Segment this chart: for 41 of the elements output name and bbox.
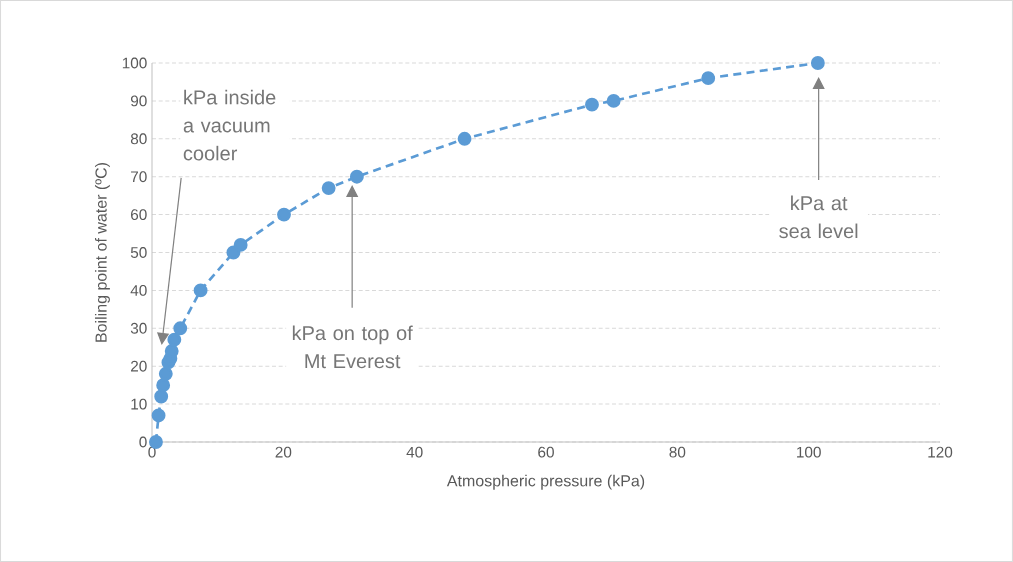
point [151,408,166,423]
point [233,237,248,252]
x-tick-label: 40 [406,446,423,458]
x-tick-label: 60 [538,446,554,458]
y-tick-label: 50 [130,247,147,258]
point [158,366,173,381]
point [164,344,179,358]
x-tick-label: 100 [797,446,821,458]
y-tick-label: 40 [130,284,147,296]
annotation: kPa inside a vacuum cooler [183,89,276,161]
point [167,332,182,347]
point [154,389,169,404]
x-tick-label: 80 [669,446,686,458]
point [321,181,336,196]
y-tick-label: 60 [131,209,147,221]
point [193,283,208,298]
y-tick-label: 20 [131,360,147,372]
point [149,435,163,449]
y-tick-label: 0 [139,436,147,448]
x-tick-label: 20 [275,446,292,458]
point [277,207,291,222]
point [457,131,472,146]
y-tick-label: 80 [130,133,147,145]
y-tick-label: 30 [130,322,147,334]
y-axis-title: Boiling point of water (ºC) [94,163,110,342]
annotation: kPa at sea level [779,195,858,239]
point [810,56,825,70]
y-tick-label: 90 [130,95,147,107]
point [606,93,621,108]
point [585,97,599,112]
point [156,378,171,393]
y-tick-label: 70 [131,171,147,183]
y-tick-label: 10 [131,398,147,410]
annotation: kPa on top of Mt Everest [292,325,413,369]
point [701,71,716,86]
x-tick-label: 120 [928,446,953,458]
y-tick-label: 100 [122,57,147,69]
point [173,321,188,336]
point [349,169,364,184]
x-tick-label: 0 [148,446,156,458]
x-axis-title: Atmospheric pressure (kPa) [446,474,645,490]
